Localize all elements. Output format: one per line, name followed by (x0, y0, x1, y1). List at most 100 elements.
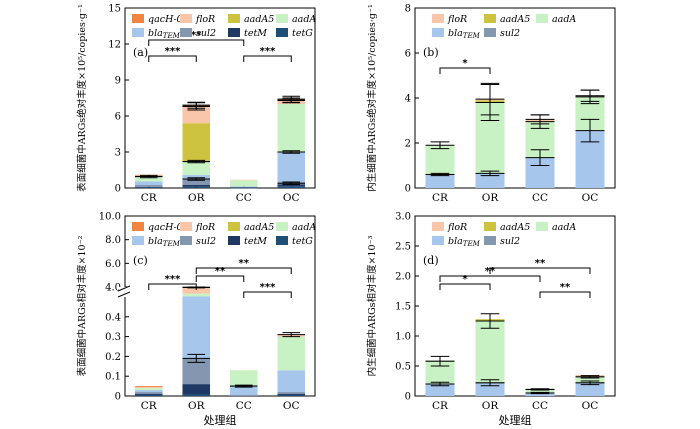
x-tick-label-cr: CR (141, 192, 158, 204)
bar-sul2-or (182, 179, 211, 185)
x-tick-label-cc: CC (236, 400, 252, 412)
plot-frame (124, 7, 316, 189)
y-tick-label: 1.5 (395, 302, 411, 313)
y-axis-label: 表面细菌中ARGs绝对丰度×10⁵/copies·g⁻¹ (76, 4, 88, 192)
legend-swatch-blatem (132, 28, 144, 37)
legend-swatch-blatem (132, 236, 144, 245)
x-axis-label: 处理组 (204, 413, 237, 427)
legend-swatch-aada5 (484, 14, 496, 23)
legend: floR aadA5 aadA blaTEM sul2 (432, 14, 576, 40)
legend-swatch-aada (536, 14, 548, 23)
bar-flor-cc (229, 179, 258, 181)
legend-label-aada: aadA (292, 14, 316, 25)
significance-label: * (462, 58, 468, 69)
significance-label: ** (535, 258, 546, 269)
significance-bracket (439, 67, 491, 74)
significance-label: *** (165, 274, 181, 285)
x-tick-label-oc: OC (283, 192, 300, 204)
legend-label-subscript: TEM (463, 32, 481, 40)
bar-blatem-or (182, 296, 211, 359)
legend-swatch-aada5 (484, 222, 496, 231)
legend-label-subscript: TEM (463, 240, 481, 248)
significance-label: *** (260, 282, 276, 293)
y-tick-label: 6 (405, 49, 411, 60)
bar-aada-cr (134, 176, 163, 182)
legend-label-sul2: sul2 (196, 28, 216, 39)
significance-bracket (195, 275, 245, 282)
legend-label-sul2: sul2 (500, 28, 520, 39)
significance-label: * (462, 274, 468, 285)
bar-flor-cr (134, 387, 163, 389)
legend: floR aadA5 aadA blaTEM sul2 (432, 222, 576, 248)
bar-aada-oc (277, 336, 306, 371)
x-tick-label-cc: CC (532, 400, 548, 412)
legend-swatch-tetm (228, 28, 240, 37)
legend-label-qach-01: qacH-01 (148, 222, 189, 233)
legend-swatch-sul2 (484, 28, 496, 37)
x-tick-label-or: OR (188, 400, 206, 412)
bar-aada-cc (525, 389, 555, 393)
significance-bracket (539, 291, 591, 298)
bar-aada-or (182, 293, 211, 297)
legend-swatch-tetg (276, 236, 288, 245)
panel-label: (c) (133, 254, 148, 267)
bar-sul2-cr (134, 392, 163, 395)
bar-blatem-oc (277, 370, 306, 393)
y-tick-label: 12 (108, 40, 121, 51)
y-tick-label: 3 (115, 148, 121, 159)
y-tick-label: 8 (405, 4, 411, 15)
bar-blatem-cr (425, 174, 455, 188)
x-tick-label-cr: CR (432, 192, 449, 204)
significance-label: ** (215, 266, 226, 277)
panel-b: 0 2 4 6 8 CR OR CC OC * floR aadA5 aadA blaTEM sul2 (b)… (366, 4, 616, 204)
x-tick-label-cr: CR (432, 400, 449, 412)
bar-tetm-or (182, 185, 211, 187)
significance-bracket (439, 275, 541, 282)
y-axis-label: 表面细菌中ARGs相对丰度×10⁻² (76, 235, 88, 376)
legend-label-qach-01: qacH-01 (148, 14, 189, 25)
bar-tetg-cr (134, 395, 163, 396)
bar-blatem-cr (425, 384, 455, 396)
legend-swatch-tetm (228, 236, 240, 245)
y-tick-label: 0.3 (105, 332, 121, 343)
axis-break-mark (117, 285, 131, 292)
legend-label-aada5: aadA5 (500, 222, 530, 233)
bar-aada-cr (134, 388, 163, 391)
significance-bracket (148, 283, 197, 290)
legend-label-aada: aadA (552, 14, 576, 25)
y-axis-ticks: 0 0.1 0.2 0.3 0.4 4.0 6.0 8.0 10.0 (99, 212, 129, 403)
x-tick-label-oc: OC (283, 400, 300, 412)
y-tick-label: 6 (115, 112, 121, 123)
bar-aada-cr (425, 361, 455, 384)
legend-label-flor: floR (447, 14, 467, 25)
bar-aada-cc (229, 370, 258, 387)
bar-aada-cc (229, 180, 258, 187)
legend-swatch-aada5 (228, 14, 240, 23)
significance-label: ** (239, 258, 250, 269)
bar-tetm-cc (229, 187, 258, 189)
legend-swatch-flor (180, 222, 192, 231)
legend-label-aada: aadA (292, 222, 316, 233)
legend-swatch-sul2 (180, 28, 192, 37)
legend-swatch-blatem (432, 236, 444, 245)
significance-bracket (439, 283, 491, 290)
panel-label: (d) (423, 254, 439, 267)
bar-sul2-cc (229, 186, 258, 188)
bar-sul2-cr (134, 185, 163, 187)
y-tick-label: 0.4 (105, 312, 121, 323)
panel-label: (b) (423, 46, 439, 59)
y-axis-ticks: 0 2 4 6 8 (405, 4, 419, 195)
bar-tetm-oc (277, 394, 306, 396)
panel-label: (a) (133, 46, 148, 59)
x-tick-label-cr: CR (141, 400, 158, 412)
legend-swatch-qach-01 (132, 222, 144, 231)
bar-tetg-oc (277, 395, 306, 396)
x-tick-label-oc: OC (582, 400, 599, 412)
bar-blatem-or (475, 173, 505, 188)
x-tick-label-or: OR (482, 400, 500, 412)
legend-swatch-flor (432, 14, 444, 23)
y-tick-label: 0.2 (105, 352, 121, 363)
legend-swatch-sul2 (484, 236, 496, 245)
bar-aada-cr (425, 145, 455, 175)
